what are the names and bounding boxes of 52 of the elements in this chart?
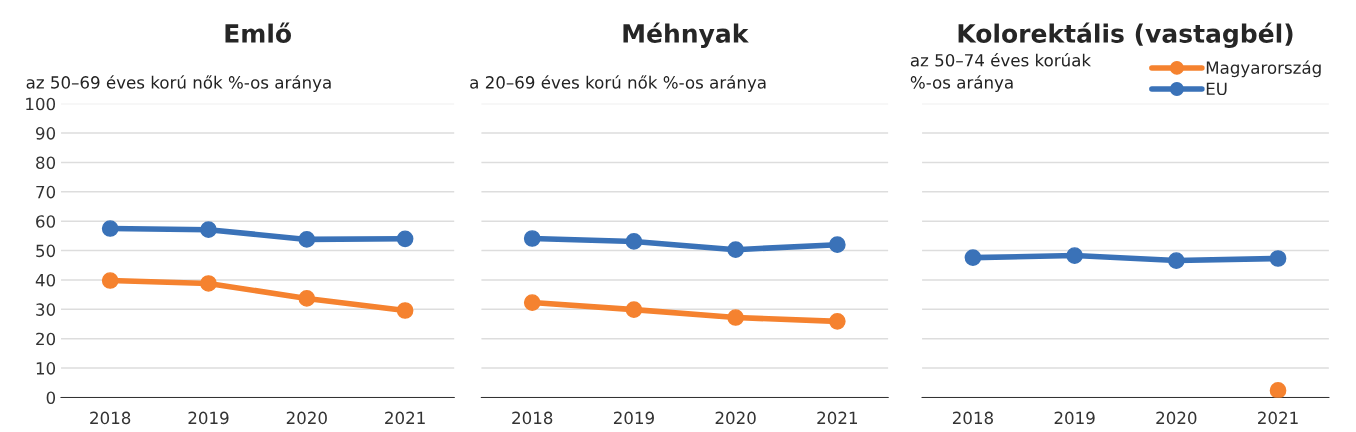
point [964, 249, 982, 266]
y-tick-label: 0 [46, 391, 56, 405]
point [1269, 382, 1287, 398]
point [396, 302, 414, 319]
point [523, 294, 541, 311]
y-tick-label: 50 [36, 244, 56, 258]
chart-subtitle: az 50–74 éves korúak %-os aránya [910, 53, 1092, 92]
point [625, 301, 643, 318]
chart-title: Kolorektális (vastagbél) [958, 22, 1293, 48]
x-tick-label: 2018 [90, 411, 131, 425]
chart-subtitle: a 20–69 éves korú nők %-os aránya [470, 75, 766, 92]
point [200, 275, 217, 292]
x-tick-label: 2020 [286, 411, 327, 425]
point [523, 230, 541, 247]
x-tick-label: 2020 [715, 411, 756, 425]
chart-title: Méhnyak [623, 22, 749, 48]
point [298, 231, 316, 248]
x-tick-label: 2020 [1156, 411, 1197, 425]
x-tick-label: 2018 [512, 411, 553, 425]
x-tick-label: 2021 [385, 411, 425, 425]
x-tick-label: 2019 [1054, 411, 1095, 425]
chart-subtitle: az 50–69 éves korú nők %-os aránya [26, 75, 331, 92]
y-tick-label: 70 [36, 185, 56, 199]
point [298, 290, 316, 307]
point [727, 309, 744, 326]
x-tick-label: 2021 [1258, 411, 1298, 425]
point [1269, 250, 1287, 267]
point [101, 272, 119, 289]
point [396, 230, 414, 248]
point [101, 220, 119, 237]
point [625, 233, 643, 250]
y-tick-label: 30 [36, 303, 56, 316]
y-tick-label: 90 [36, 127, 56, 140]
point [727, 241, 744, 259]
x-tick-label: 2018 [952, 411, 993, 425]
legend-label: EU [1206, 82, 1227, 96]
x-tick-label: 2021 [817, 411, 857, 425]
point [828, 236, 846, 254]
y-tick-label: 60 [36, 215, 56, 228]
point [200, 221, 217, 239]
x-tick-label: 2019 [188, 411, 229, 425]
x-tick-label: 2019 [613, 411, 654, 425]
y-tick-label: 80 [36, 156, 56, 169]
chart-title: Emlő [225, 22, 291, 43]
point [1167, 252, 1185, 269]
y-tick-label: 20 [36, 332, 56, 346]
y-tick-label: 10 [36, 362, 56, 375]
point [1066, 247, 1083, 264]
y-tick-label: 100 [26, 97, 56, 111]
y-tick-label: 40 [35, 273, 56, 287]
point [828, 313, 846, 330]
legend-label: Magyarország [1206, 60, 1321, 78]
